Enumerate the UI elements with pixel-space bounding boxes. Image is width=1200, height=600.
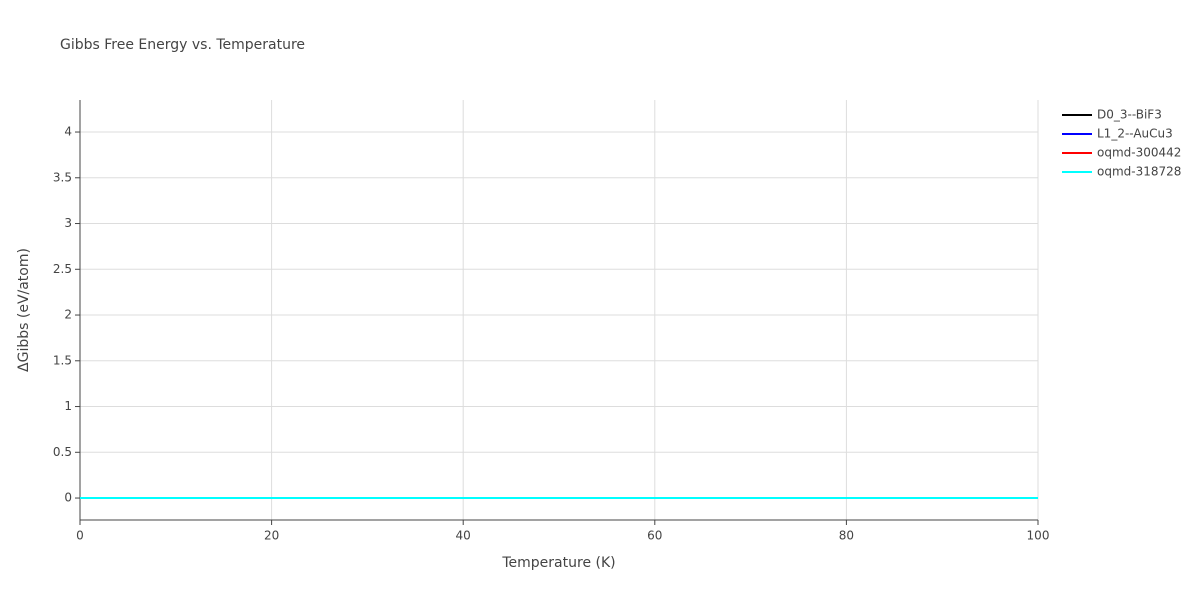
x-tick-label: 100 [1027,529,1050,543]
y-tick-label: 0.5 [53,445,72,459]
x-axis-label: Temperature (K) [501,555,615,571]
y-tick-label: 3 [64,216,72,230]
y-tick-label: 3.5 [53,170,72,184]
x-tick-label: 40 [456,529,471,543]
y-axis-label: ΔGibbs (eV/atom) [16,248,32,372]
legend-label: oqmd-318728 [1097,165,1181,179]
y-tick-label: 1.5 [53,353,72,367]
y-tick-label: 2.5 [53,262,72,276]
x-tick-label: 20 [264,529,279,543]
y-tick-label: 0 [64,491,72,505]
y-tick-label: 2 [64,308,72,322]
y-tick-label: 4 [64,125,72,139]
x-tick-label: 80 [839,529,854,543]
chart-title: Gibbs Free Energy vs. Temperature [60,37,305,53]
x-tick-label: 60 [647,529,662,543]
legend-label: L1_2--AuCu3 [1097,127,1173,141]
y-tick-label: 1 [64,399,72,413]
legend-label: oqmd-300442 [1097,146,1181,160]
legend-label: D0_3--BiF3 [1097,108,1162,122]
x-tick-label: 0 [76,529,84,543]
